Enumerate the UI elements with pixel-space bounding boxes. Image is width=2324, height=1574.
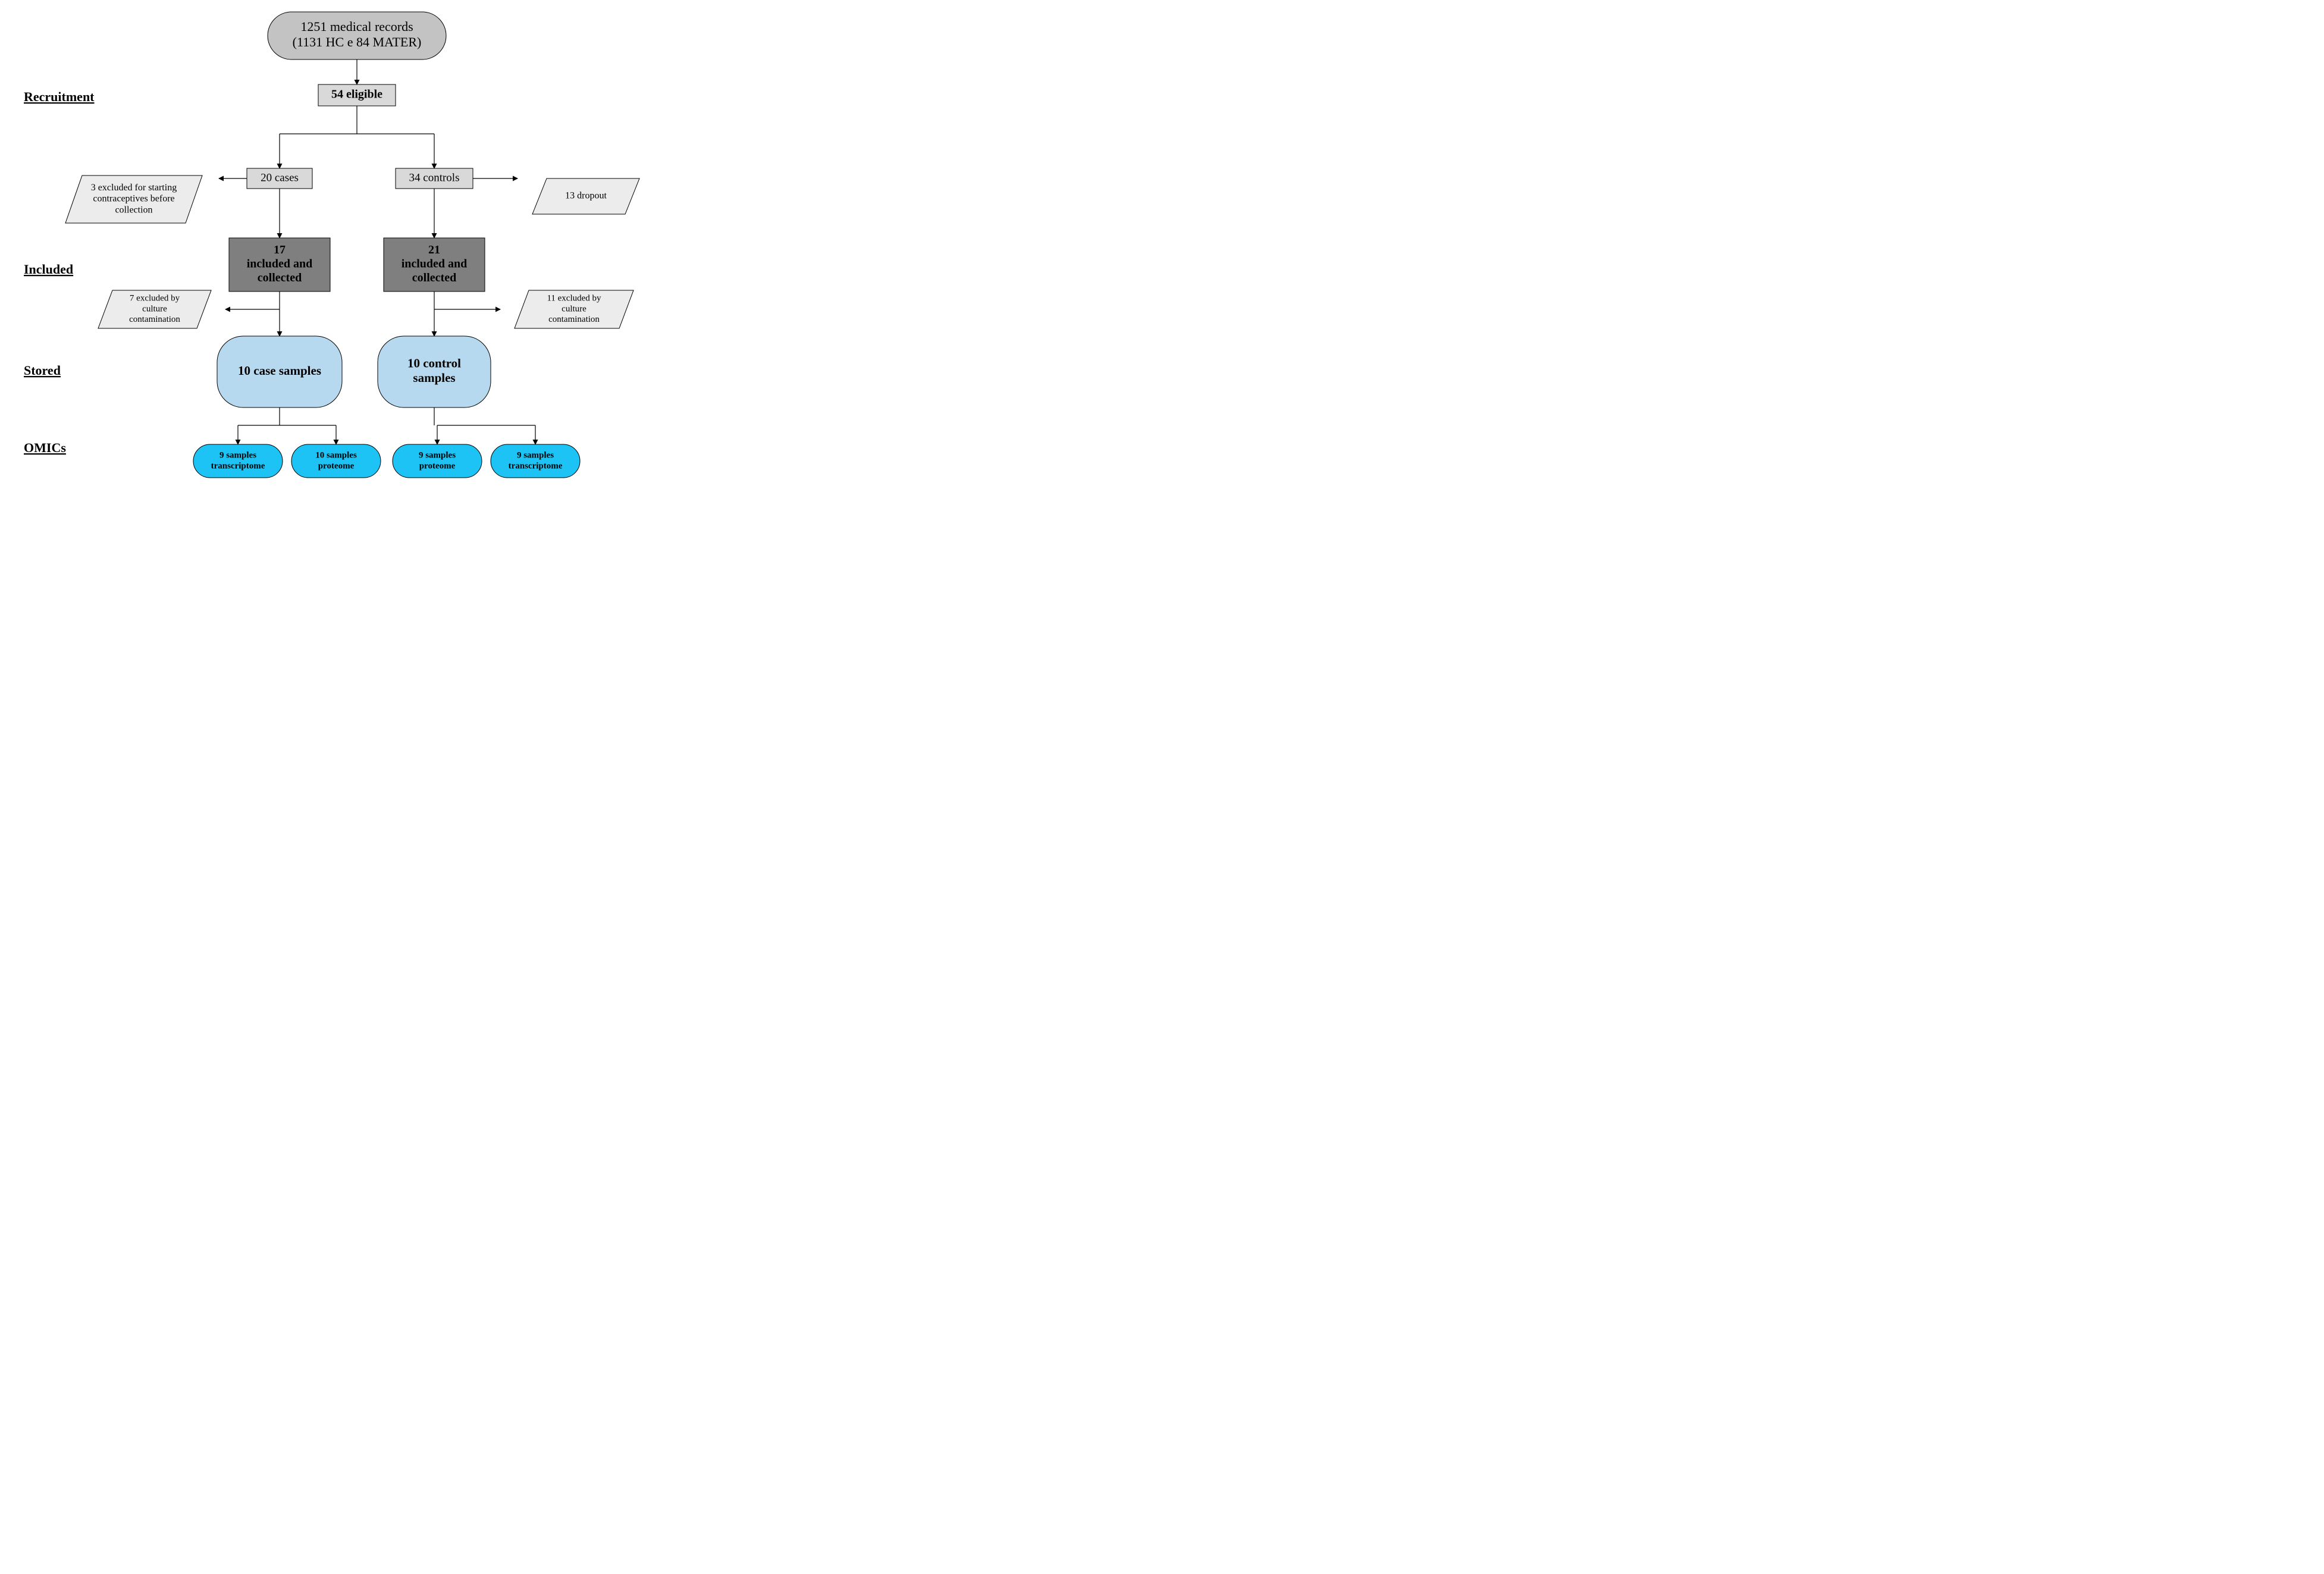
node-excl_controls_2-line-2: contamination — [548, 315, 600, 324]
node-omic_c_trans: 9 samplestranscriptome — [193, 444, 283, 478]
node-excl_controls_2: 11 excluded byculture contamination — [515, 290, 633, 328]
node-records-line-1: (1131 HC e 84 MATER) — [293, 35, 422, 49]
sec-recruit: Recruitment — [24, 89, 95, 104]
node-inc_controls-line-1: included and — [402, 258, 468, 271]
node-excl_cases_2-line-2: contamination — [129, 315, 180, 324]
node-excl_cases_1-line-0: 3 excluded for starting — [91, 183, 177, 193]
node-omic_c_prot-line-0: 10 samples — [315, 451, 357, 460]
node-excl_controls_2-line-1: culture — [562, 304, 587, 313]
node-stored_controls-line-0: 10 control — [407, 356, 461, 370]
node-omic_ct_prot: 9 samplesproteome — [393, 444, 482, 478]
node-omic_c_trans-line-1: transcriptome — [211, 461, 265, 471]
node-inc_cases-line-0: 17 — [274, 243, 286, 256]
node-eligible: 54 eligible — [318, 84, 396, 106]
node-stored_controls: 10 controlsamples — [378, 336, 491, 407]
node-excl_cases_2: 7 excluded byculture contamination — [98, 290, 211, 328]
node-inc_cases-line-2: collected — [258, 271, 302, 284]
node-stored_cases: 10 case samples — [217, 336, 342, 407]
node-excl_cases_1-line-1: contraceptives before — [93, 194, 174, 204]
node-excl_cases_2-line-1: culture — [142, 304, 167, 313]
node-inc_controls-line-0: 21 — [428, 243, 440, 256]
node-stored_controls-line-1: samples — [413, 371, 455, 385]
node-omic_c_prot-line-1: proteome — [318, 461, 355, 471]
node-omic_ct_trans-line-0: 9 samples — [517, 451, 554, 460]
node-omic_ct_prot-line-1: proteome — [419, 461, 456, 471]
node-excl_cases_1: 3 excluded for startingcontraceptives be… — [65, 175, 202, 223]
node-excl_controls_1: 13 dropout — [532, 178, 639, 214]
node-cases: 20 cases — [247, 168, 312, 189]
node-inc_controls: 21 included andcollected — [384, 238, 485, 291]
node-cases-line-0: 20 cases — [261, 171, 299, 184]
flowchart: 1251 medical records(1131 HC e 84 MATER)… — [0, 0, 714, 488]
sec-included: Included — [24, 262, 73, 277]
node-inc_cases-line-1: included and — [247, 258, 313, 271]
node-omic_ct_trans-line-1: transcriptome — [509, 461, 563, 471]
node-inc_controls-line-2: collected — [412, 271, 456, 284]
node-excl_cases_2-line-0: 7 excluded by — [130, 294, 180, 303]
node-inc_cases: 17 included andcollected — [229, 238, 330, 291]
node-records-line-0: 1251 medical records — [300, 19, 413, 34]
node-controls-line-0: 34 controls — [409, 171, 460, 184]
sec-stored: Stored — [24, 363, 61, 378]
node-excl_cases_1-line-2: collection — [115, 205, 152, 215]
node-eligible-line-0: 54 eligible — [331, 88, 382, 101]
sec-omics: OMICs — [24, 440, 66, 455]
node-stored_cases-line-0: 10 case samples — [238, 363, 321, 378]
node-omic_ct_trans: 9 samplestranscriptome — [491, 444, 580, 478]
node-controls: 34 controls — [396, 168, 473, 189]
node-excl_controls_1-line-0: 13 dropout — [565, 191, 607, 201]
node-records: 1251 medical records(1131 HC e 84 MATER) — [268, 12, 446, 59]
node-excl_controls_2-line-0: 11 excluded by — [547, 294, 601, 303]
node-omic_c_prot: 10 samplesproteome — [291, 444, 381, 478]
node-omic_ct_prot-line-0: 9 samples — [419, 451, 456, 460]
node-omic_c_trans-line-0: 9 samples — [219, 451, 256, 460]
